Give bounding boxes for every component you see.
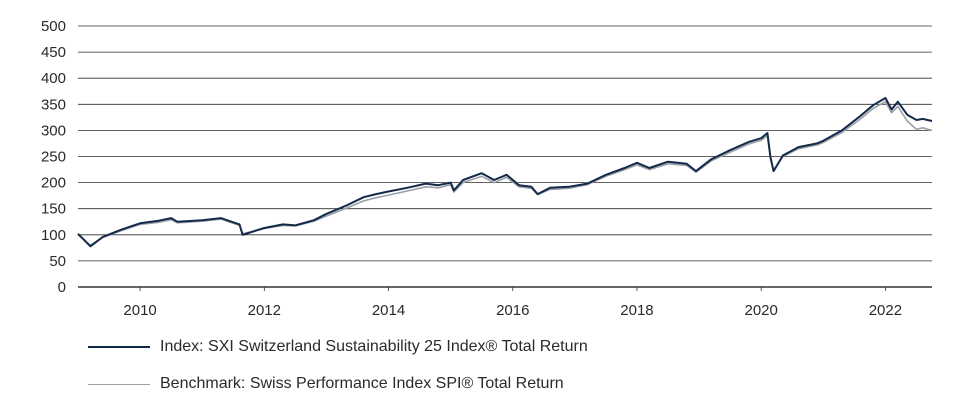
x-tick-label: 2014 — [372, 302, 405, 319]
grid-lines — [78, 25, 932, 288]
x-tick-label: 2012 — [248, 302, 281, 319]
legend-item-index: Index: SXI Switzerland Sustainability 25… — [88, 338, 588, 356]
x-tick-label: 2018 — [620, 302, 653, 319]
x-axis-ticks: 2010 2012 2014 2016 2018 2020 2022 — [123, 287, 902, 319]
y-tick-label: 0 — [58, 279, 66, 296]
x-tick-label: 2016 — [496, 302, 529, 319]
series-line-index — [77, 97, 933, 248]
series-lines — [77, 97, 933, 248]
y-tick-label: 400 — [41, 70, 66, 87]
x-tick-label: 2010 — [123, 302, 156, 319]
y-tick-label: 100 — [41, 227, 66, 244]
y-tick-label: 200 — [41, 175, 66, 192]
legend-swatch-index — [88, 346, 150, 348]
y-tick-label: 50 — [49, 253, 66, 270]
series-line-benchmark — [77, 100, 933, 246]
y-tick-label: 250 — [41, 149, 66, 166]
legend-label-benchmark: Benchmark: Swiss Performance Index SPI® … — [160, 375, 564, 392]
y-tick-label: 150 — [41, 201, 66, 218]
x-tick-label: 2020 — [745, 302, 778, 319]
y-tick-label: 350 — [41, 96, 66, 113]
y-axis-ticks: 0 50 100 150 200 250 300 350 400 450 500 — [41, 18, 66, 296]
y-tick-label: 450 — [41, 44, 66, 61]
legend-label-index: Index: SXI Switzerland Sustainability 25… — [160, 338, 588, 355]
y-tick-label: 500 — [41, 18, 66, 35]
legend-item-benchmark: Benchmark: Swiss Performance Index SPI® … — [88, 375, 564, 393]
y-tick-label: 300 — [41, 122, 66, 139]
legend-swatch-benchmark — [88, 383, 150, 385]
x-tick-label: 2022 — [869, 302, 902, 319]
